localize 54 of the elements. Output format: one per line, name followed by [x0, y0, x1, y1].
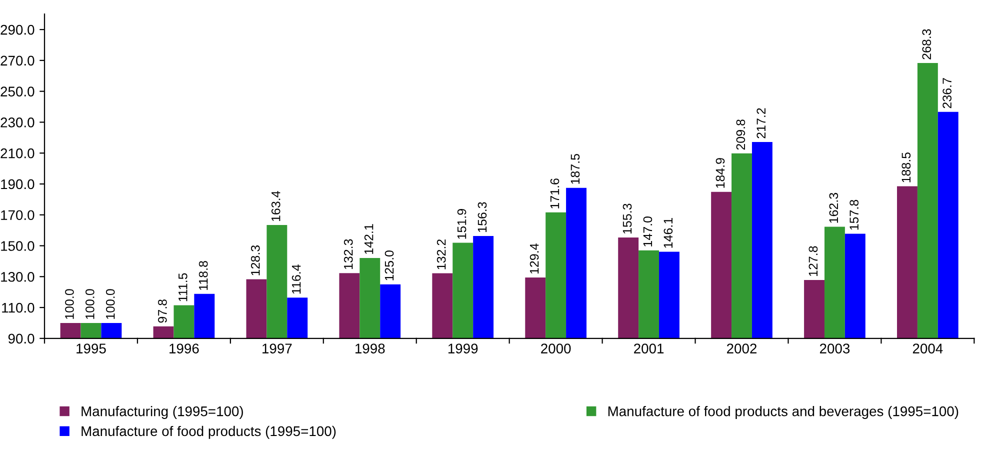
data-label: 132.2 — [436, 239, 446, 270]
data-label: 209.8 — [736, 120, 746, 150]
y-tick-label: 190.0 — [1, 179, 34, 190]
data-label: 146.1 — [664, 218, 673, 248]
data-label: 127.8 — [808, 246, 818, 276]
data-label: 155.3 — [622, 204, 632, 234]
legend-label: Manufacturing (1995=100) — [82, 406, 243, 419]
data-label: 162.3 — [829, 192, 838, 223]
x-tick-label: 1996 — [170, 344, 199, 354]
data-label: 97.8 — [158, 299, 167, 323]
x-tick-label: 1997 — [262, 344, 292, 354]
data-label: 100.0 — [85, 289, 94, 319]
x-tick-label: 2001 — [634, 344, 664, 354]
y-tick-label: 210.0 — [0, 148, 34, 158]
x-tick-label: 1999 — [448, 344, 478, 354]
data-label: 111.5 — [178, 273, 188, 302]
x-tick-label: 1998 — [356, 344, 385, 354]
legend-label: Manufacture of food products (1995=100) — [82, 426, 336, 439]
y-tick-label: 170.0 — [1, 210, 34, 220]
x-tick-label: 2003 — [820, 344, 850, 354]
x-tick-label: 1995 — [76, 344, 106, 354]
data-label: 132.3 — [344, 239, 353, 270]
data-label: 116.4 — [292, 264, 301, 294]
x-tick-label: 2002 — [727, 344, 757, 354]
data-label: 100.0 — [65, 289, 74, 319]
y-tick-label: 250.0 — [0, 86, 34, 96]
data-label: 151.9 — [457, 209, 466, 239]
data-label: 129.4 — [530, 244, 539, 274]
data-label: 236.7 — [942, 78, 952, 108]
y-tick-label: 110.0 — [2, 302, 34, 313]
y-tick-label: 230.0 — [0, 118, 34, 128]
data-label: 125.0 — [384, 250, 394, 280]
data-label: 187.5 — [570, 154, 580, 184]
y-tick-label: 270.0 — [0, 56, 34, 66]
y-tick-label: 130.0 — [1, 272, 34, 282]
data-label: 156.3 — [478, 202, 487, 232]
y-tick-label: 290.0 — [0, 24, 34, 35]
data-label: 142.1 — [364, 224, 374, 254]
data-label: 184.9 — [716, 158, 725, 188]
data-label: 100.0 — [106, 289, 115, 319]
data-label: 268.3 — [922, 29, 932, 60]
data-label: 157.8 — [850, 200, 859, 230]
data-label: 217.2 — [756, 108, 766, 138]
data-label: 163.4 — [271, 191, 280, 222]
data-label: 188.5 — [902, 152, 911, 182]
x-tick-label: 2004 — [912, 344, 943, 354]
data-label: 128.3 — [250, 245, 260, 276]
data-label: 171.6 — [550, 178, 560, 208]
data-label: 147.0 — [643, 216, 652, 246]
y-tick-label: 150.0 — [1, 241, 34, 251]
y-tick-label: 90.0 — [8, 334, 34, 344]
x-tick-label: 2000 — [541, 344, 571, 354]
legend-label: Manufacture of food products and beverages (1995=100) — [608, 406, 958, 419]
data-label: 118.8 — [198, 261, 208, 290]
